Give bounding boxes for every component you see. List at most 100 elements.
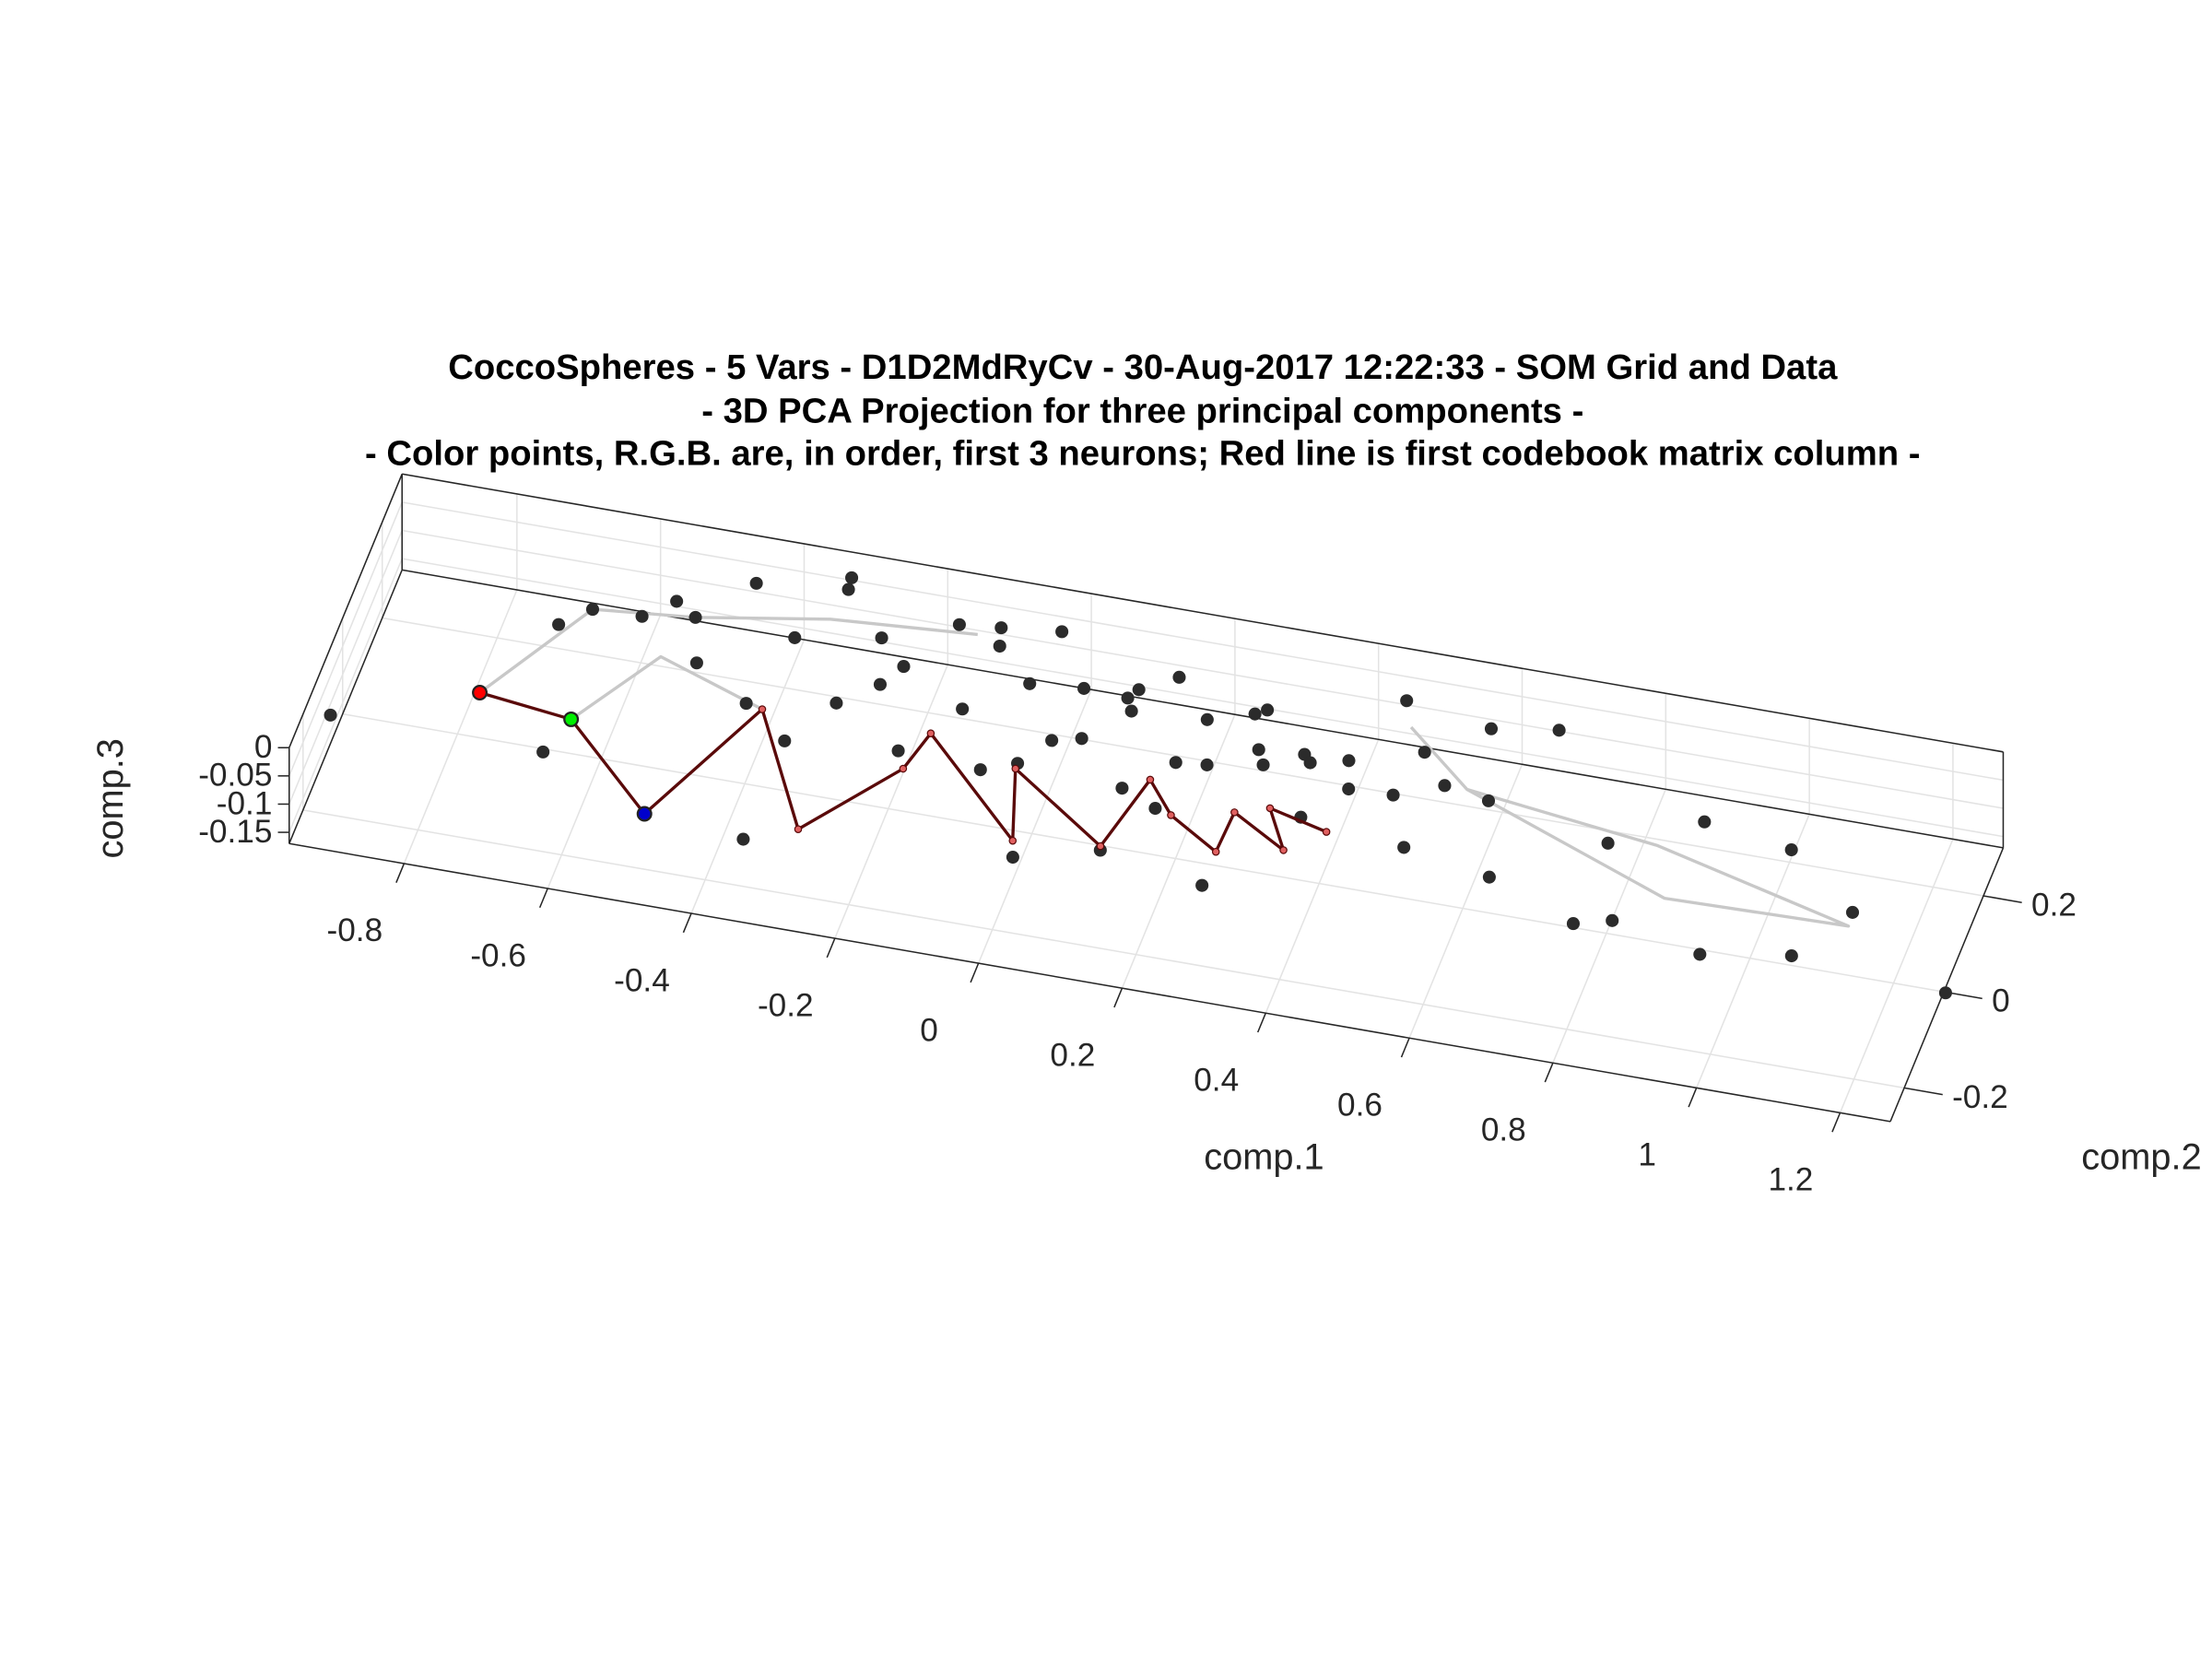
data-point bbox=[1601, 836, 1615, 850]
x-tick-label: 0.6 bbox=[1337, 1088, 1382, 1124]
y-tick-label: -0.2 bbox=[1952, 1079, 2008, 1115]
x-tick-label: -0.2 bbox=[758, 987, 814, 1023]
codebook-marker bbox=[1096, 841, 1105, 851]
data-point bbox=[1418, 746, 1431, 759]
chart-subtitle: - 3D PCA Projection for three principal … bbox=[701, 392, 1583, 431]
data-point bbox=[1200, 758, 1214, 771]
data-point bbox=[1400, 694, 1414, 708]
x-tick-label: 0.8 bbox=[1481, 1112, 1526, 1148]
codebook-marker bbox=[926, 729, 935, 737]
data-point bbox=[552, 618, 566, 631]
data-point bbox=[1200, 712, 1214, 726]
data-point bbox=[1023, 677, 1037, 690]
data-point bbox=[1045, 734, 1059, 747]
grid-line bbox=[382, 617, 1984, 897]
data-point bbox=[897, 660, 911, 674]
x-tick-label: -0.4 bbox=[614, 962, 670, 998]
data-point bbox=[993, 639, 1006, 653]
x-tick-label: 0.4 bbox=[1194, 1062, 1239, 1098]
tick-mark bbox=[826, 937, 836, 959]
grid-line bbox=[288, 558, 403, 833]
codebook-marker bbox=[1322, 828, 1331, 836]
x-axis-label: comp.1 bbox=[1204, 1137, 1324, 1178]
tick-mark bbox=[1113, 987, 1124, 1008]
axis-box-edge bbox=[288, 473, 403, 748]
data-point bbox=[1124, 704, 1138, 718]
data-point bbox=[1055, 625, 1069, 639]
data-point bbox=[1169, 756, 1182, 770]
data-point bbox=[1566, 917, 1581, 931]
data-point bbox=[788, 630, 802, 644]
data-point bbox=[1256, 758, 1270, 771]
data-point bbox=[994, 621, 1008, 635]
neuron-point bbox=[636, 806, 653, 822]
tick-mark bbox=[1256, 1012, 1266, 1033]
codebook-marker bbox=[1011, 764, 1020, 773]
grid-line bbox=[834, 664, 948, 939]
data-point bbox=[536, 745, 550, 759]
grid-line bbox=[1839, 839, 1954, 1113]
data-point bbox=[1397, 841, 1411, 854]
grid-line bbox=[342, 712, 1945, 993]
x-tick-label: 0.2 bbox=[1050, 1037, 1095, 1073]
grid-line bbox=[402, 501, 2004, 782]
grid-line bbox=[547, 614, 662, 889]
data-layer bbox=[324, 571, 1952, 1000]
grid-layer bbox=[277, 473, 2022, 1133]
som-grid-line bbox=[1409, 725, 1851, 928]
data-point bbox=[1342, 754, 1356, 768]
tick-mark bbox=[1688, 1088, 1698, 1108]
axis-box-edge bbox=[288, 570, 403, 844]
data-point bbox=[1006, 851, 1019, 865]
grid-line bbox=[403, 589, 518, 865]
codebook-marker bbox=[1146, 775, 1155, 784]
data-point bbox=[1482, 870, 1496, 884]
data-point bbox=[1132, 683, 1146, 697]
data-point bbox=[830, 696, 843, 710]
z-tick-label: 0 bbox=[254, 729, 273, 765]
chart-title: CoccoSpheres - 5 Vars - D1D2MdRyCv - 30-… bbox=[448, 347, 1838, 387]
data-point bbox=[1195, 878, 1209, 892]
tick-mark bbox=[538, 888, 548, 909]
tick-mark bbox=[682, 912, 692, 934]
tick-mark bbox=[395, 863, 406, 884]
data-point bbox=[952, 618, 966, 631]
neuron-point bbox=[472, 685, 488, 701]
data-point bbox=[1172, 670, 1186, 684]
z-tick-label: -0.05 bbox=[198, 758, 272, 794]
codebook-marker bbox=[899, 764, 908, 773]
y-tick-label: 0 bbox=[1992, 983, 2010, 1019]
grid-line bbox=[402, 529, 2004, 809]
data-point bbox=[1121, 691, 1135, 705]
grid-line bbox=[1121, 713, 1236, 989]
data-point bbox=[1698, 815, 1712, 829]
data-point bbox=[324, 708, 337, 722]
codebook-marker bbox=[758, 705, 767, 713]
data-point bbox=[973, 763, 987, 777]
axis-box-edge bbox=[1889, 847, 2005, 1123]
x-tick-label: -0.8 bbox=[327, 912, 383, 948]
y-tick-label: 0.2 bbox=[2031, 888, 2077, 924]
grid-line bbox=[977, 688, 1092, 964]
data-point bbox=[956, 702, 970, 716]
y-axis-label: comp.2 bbox=[2081, 1137, 2201, 1178]
data-point bbox=[1438, 779, 1452, 793]
data-point bbox=[1784, 843, 1798, 857]
tick-mark bbox=[970, 962, 980, 983]
data-point bbox=[1693, 947, 1707, 961]
tick-mark bbox=[1544, 1062, 1554, 1083]
data-point bbox=[1845, 905, 1860, 919]
data-point bbox=[635, 609, 649, 623]
tick-mark bbox=[1831, 1112, 1841, 1133]
data-point bbox=[1075, 732, 1088, 746]
data-point bbox=[1552, 724, 1566, 737]
data-point bbox=[1077, 681, 1091, 695]
neuron-point bbox=[563, 711, 580, 727]
z-tick-label: -0.1 bbox=[217, 785, 273, 821]
grid-line bbox=[402, 558, 2004, 838]
x-tick-label: 1 bbox=[1638, 1137, 1656, 1173]
data-point bbox=[585, 603, 600, 617]
data-point bbox=[736, 832, 750, 846]
x-tick-label: 1.2 bbox=[1768, 1162, 1813, 1198]
